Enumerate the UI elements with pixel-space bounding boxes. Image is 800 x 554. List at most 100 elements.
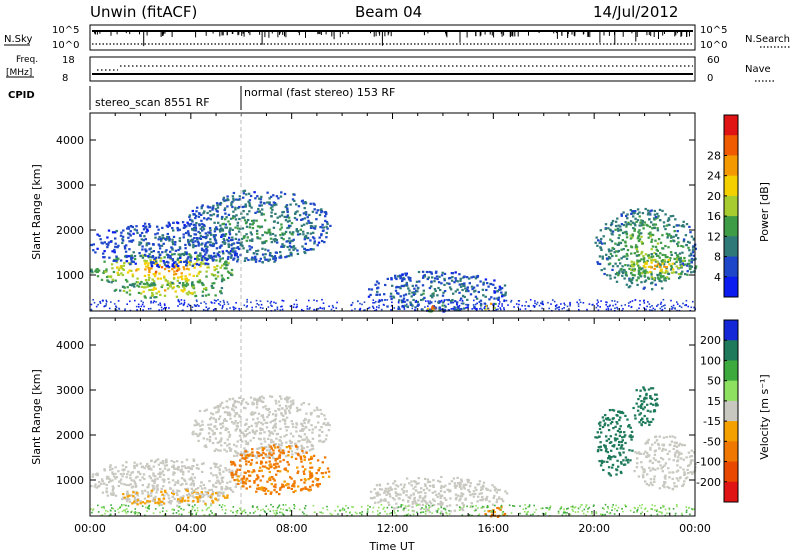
echo-cell bbox=[616, 429, 620, 433]
echo-cell bbox=[474, 492, 477, 495]
echo-cell bbox=[126, 493, 129, 496]
echo-cell bbox=[307, 403, 311, 406]
echo-cell bbox=[633, 470, 636, 473]
echo-cell bbox=[125, 291, 129, 294]
echo-cell bbox=[107, 481, 111, 484]
echo-cell bbox=[466, 276, 469, 279]
echo-cell bbox=[295, 422, 298, 425]
echo-cell bbox=[144, 261, 148, 264]
echo-cell bbox=[188, 253, 191, 256]
echo-cell bbox=[332, 306, 335, 309]
echo-cell bbox=[399, 483, 403, 486]
echo-cell bbox=[335, 307, 338, 309]
echo-cell bbox=[646, 473, 649, 476]
echo-cell bbox=[639, 303, 641, 306]
echo-cell bbox=[390, 488, 393, 491]
echo-cell bbox=[121, 464, 125, 467]
echo-cell bbox=[264, 258, 267, 261]
echo-cell bbox=[504, 293, 507, 297]
echo-cell bbox=[481, 308, 483, 311]
echo-cell bbox=[269, 237, 273, 240]
echo-cell bbox=[660, 280, 663, 283]
echo-cell bbox=[268, 456, 271, 459]
echo-cell bbox=[299, 435, 303, 438]
echo-cell bbox=[147, 278, 150, 281]
echo-cell bbox=[633, 222, 636, 225]
echo-cell bbox=[255, 306, 257, 308]
echo-cell bbox=[674, 451, 677, 454]
echo-cell bbox=[103, 468, 106, 471]
echo-cell bbox=[624, 434, 627, 437]
echo-cell bbox=[375, 484, 379, 487]
echo-cell bbox=[456, 476, 459, 479]
echo-cell bbox=[141, 465, 145, 468]
echo-cell bbox=[228, 398, 231, 401]
echo-cell bbox=[293, 193, 296, 196]
echo-cell bbox=[482, 294, 485, 297]
echo-cell bbox=[609, 228, 612, 231]
echo-cell bbox=[158, 244, 161, 247]
echo-cell bbox=[560, 303, 562, 305]
echo-cell bbox=[268, 449, 271, 452]
echo-cell bbox=[429, 505, 432, 508]
echo-cell bbox=[311, 431, 314, 434]
echo-cell bbox=[108, 478, 111, 481]
echo-cell bbox=[226, 263, 229, 266]
echo-cell bbox=[256, 195, 259, 198]
echo-cell bbox=[177, 264, 180, 268]
echo-cell bbox=[120, 265, 123, 268]
echo-cell bbox=[288, 439, 292, 442]
echo-cell bbox=[408, 482, 411, 485]
ytick-label: 1000 bbox=[56, 269, 84, 282]
echo-cell bbox=[607, 466, 611, 469]
echo-cell bbox=[257, 397, 260, 400]
echo-cell bbox=[451, 276, 454, 279]
echo-cell bbox=[192, 274, 195, 277]
echo-cell bbox=[286, 207, 289, 210]
nsearch-label: N.Search bbox=[745, 34, 790, 45]
echo-cell bbox=[127, 470, 130, 473]
echo-cell bbox=[188, 263, 192, 266]
echo-cell bbox=[304, 486, 307, 489]
echo-cell bbox=[108, 256, 111, 259]
echo-cell bbox=[489, 489, 492, 492]
echo-cell bbox=[188, 243, 191, 246]
echo-cell bbox=[650, 255, 653, 259]
echo-cell bbox=[257, 207, 260, 211]
echo-cell bbox=[326, 222, 329, 225]
echo-cell bbox=[150, 261, 153, 264]
echo-cell bbox=[673, 444, 677, 447]
echo-cell bbox=[226, 444, 229, 447]
echo-cell bbox=[122, 493, 125, 496]
echo-cell bbox=[204, 242, 208, 245]
echo-cell bbox=[413, 498, 416, 501]
echo-cell bbox=[195, 274, 199, 277]
echo-cell bbox=[290, 450, 294, 453]
echo-cell bbox=[145, 281, 149, 284]
echo-cell bbox=[664, 448, 667, 451]
echo-cell bbox=[268, 258, 272, 261]
echo-cell bbox=[428, 480, 432, 483]
echo-cell bbox=[155, 301, 157, 303]
echo-cell bbox=[386, 277, 389, 280]
echo-cell bbox=[207, 432, 211, 435]
echo-cell bbox=[308, 458, 311, 461]
echo-cell bbox=[688, 262, 691, 265]
echo-cell bbox=[646, 451, 649, 455]
echo-cell bbox=[270, 300, 273, 303]
echo-cell bbox=[644, 272, 647, 275]
echo-cell bbox=[177, 498, 180, 501]
echo-cell bbox=[215, 474, 218, 477]
echo-cell bbox=[230, 204, 233, 207]
echo-cell bbox=[311, 236, 315, 239]
echo-cell bbox=[354, 308, 356, 310]
echo-cell bbox=[430, 301, 433, 304]
echo-cell bbox=[305, 450, 308, 453]
echo-cell bbox=[273, 255, 277, 258]
echo-cell bbox=[310, 424, 313, 427]
echo-cell bbox=[235, 454, 239, 457]
echo-cell bbox=[206, 241, 209, 244]
echo-cell bbox=[273, 479, 276, 482]
echo-cell bbox=[248, 479, 251, 483]
echo-cell bbox=[292, 435, 295, 438]
